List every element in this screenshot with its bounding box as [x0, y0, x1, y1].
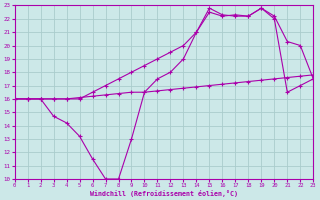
X-axis label: Windchill (Refroidissement éolien,°C): Windchill (Refroidissement éolien,°C) — [90, 190, 238, 197]
